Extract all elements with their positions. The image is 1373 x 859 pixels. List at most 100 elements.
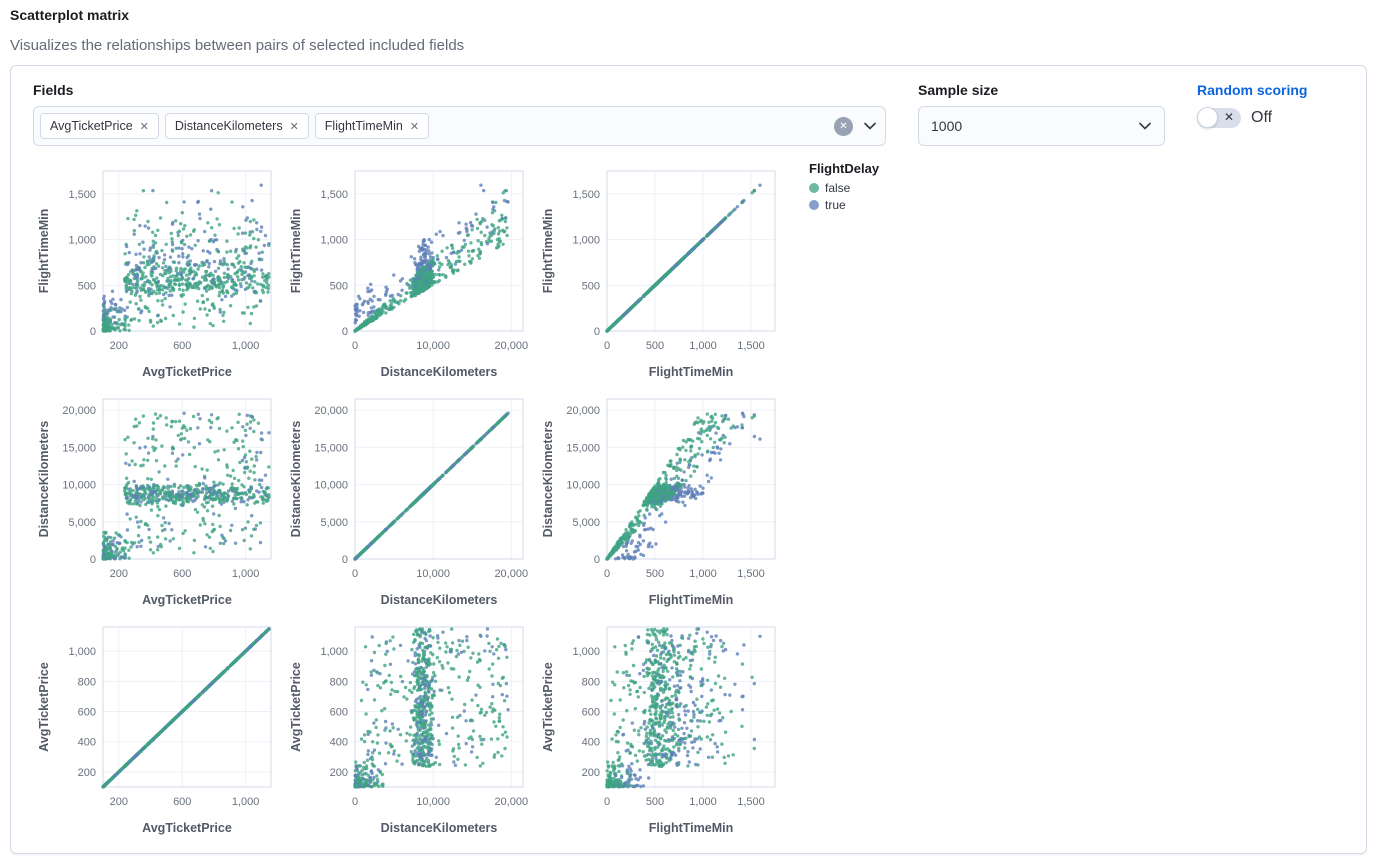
y-tick-label: 800	[330, 676, 348, 688]
toggle-off-icon: ✕	[1223, 110, 1234, 124]
chevron-down-icon[interactable]	[863, 119, 877, 133]
x-axis-title: AvgTicketPrice	[142, 821, 232, 835]
legend-swatch-false	[809, 183, 819, 193]
legend-title: FlightDelay	[809, 161, 880, 176]
x-axis-title: DistanceKilometers	[381, 593, 498, 607]
remove-field-icon[interactable]: ✕	[139, 120, 149, 133]
x-tick-label: 0	[604, 568, 610, 580]
scatter-cell-AvgTicketPrice-vs-FlightTimeMin: 0 500 1,000 1,500 200 400 600 800 1,000 FlightTim…	[541, 626, 776, 835]
scatterplot-matrix-panel: Fields AvgTicketPrice ✕ DistanceKilomete…	[10, 65, 1367, 854]
x-tick-label: 1,000	[689, 340, 717, 352]
y-tick-label: 500	[330, 280, 348, 292]
fields-group: Fields AvgTicketPrice ✕ DistanceKilomete…	[33, 82, 886, 146]
toggle-state-label: Off	[1251, 109, 1273, 126]
legend-swatch-true	[809, 200, 819, 210]
chevron-down-icon	[1139, 122, 1151, 130]
y-axis-title: DistanceKilometers	[289, 421, 303, 538]
clear-fields-button[interactable]: ✕	[834, 116, 853, 136]
y-tick-label: 10,000	[566, 480, 600, 492]
y-tick-label: 500	[582, 280, 600, 292]
x-tick-label: 200	[110, 340, 128, 352]
x-tick-label: 10,000	[416, 568, 450, 580]
y-tick-label: 500	[78, 280, 96, 292]
y-tick-label: 1,500	[320, 189, 348, 201]
x-tick-label: 1,000	[232, 796, 260, 808]
fields-label: Fields	[33, 82, 74, 98]
chart-area: 200 600 1,000 0 500 1,000 1,500 AvgTicketPrice F…	[33, 159, 1344, 840]
x-tick-label: 500	[646, 340, 664, 352]
y-tick-label: 0	[594, 554, 600, 566]
sample-size-group: Sample size 1000	[918, 82, 1165, 146]
controls-row: Fields AvgTicketPrice ✕ DistanceKilomete…	[33, 82, 1344, 146]
x-tick-label: 200	[110, 796, 128, 808]
y-tick-label: 5,000	[68, 517, 96, 529]
x-tick-label: 600	[173, 796, 191, 808]
y-tick-label: 1,500	[68, 189, 96, 201]
y-tick-label: 10,000	[314, 480, 348, 492]
legend-label: true	[825, 198, 846, 212]
y-tick-label: 20,000	[314, 405, 348, 417]
x-tick-label: 0	[604, 340, 610, 352]
x-axis-title: FlightTimeMin	[649, 593, 734, 607]
random-scoring-toggle[interactable]: ✕	[1197, 107, 1241, 128]
x-tick-label: 1,000	[232, 340, 260, 352]
field-pill-label: FlightTimeMin	[324, 119, 403, 133]
scatter-cell-FlightTimeMin-vs-AvgTicketPrice: 200 600 1,000 0 500 1,000 1,500 AvgTicketPrice F…	[37, 170, 272, 379]
x-axis-title: AvgTicketPrice	[142, 365, 232, 379]
y-tick-label: 5,000	[320, 517, 348, 529]
scatter-cell-AvgTicketPrice-vs-AvgTicketPrice: 200 600 1,000 200 400 600 800 1,000 AvgTicketPri…	[37, 626, 272, 835]
page-title: Scatterplot matrix	[10, 7, 130, 23]
remove-field-icon[interactable]: ✕	[409, 120, 420, 133]
fields-combobox[interactable]: AvgTicketPrice ✕ DistanceKilometers ✕ Fl…	[33, 106, 886, 146]
random-scoring-link[interactable]: Random scoring	[1197, 82, 1308, 98]
y-axis-title: FlightTimeMin	[289, 209, 303, 294]
x-tick-label: 1,000	[689, 796, 717, 808]
y-tick-label: 200	[582, 767, 600, 779]
y-tick-label: 0	[594, 326, 600, 338]
y-tick-label: 1,000	[320, 646, 348, 658]
x-tick-label: 10,000	[416, 340, 450, 352]
y-tick-label: 1,000	[572, 646, 600, 658]
y-axis-title: DistanceKilometers	[541, 421, 555, 538]
y-tick-label: 800	[582, 676, 600, 688]
y-axis-title: AvgTicketPrice	[541, 662, 555, 752]
field-pill-label: DistanceKilometers	[174, 119, 283, 133]
x-tick-label: 20,000	[494, 796, 528, 808]
toggle-thumb	[1197, 107, 1218, 128]
field-pill-flighttimemin[interactable]: FlightTimeMin ✕	[314, 113, 430, 139]
x-tick-label: 1,500	[737, 796, 765, 808]
y-tick-label: 1,500	[572, 189, 600, 201]
x-tick-label: 0	[352, 568, 358, 580]
random-scoring-switch-row: ✕ Off	[1197, 107, 1307, 128]
y-tick-label: 200	[78, 767, 96, 779]
combobox-actions: ✕	[834, 116, 877, 136]
legend: FlightDelay false true	[809, 159, 879, 840]
x-tick-label: 200	[110, 568, 128, 580]
y-axis-title: DistanceKilometers	[37, 421, 51, 538]
field-pill-label: AvgTicketPrice	[50, 119, 133, 133]
y-tick-label: 0	[342, 554, 348, 566]
y-axis-title: FlightTimeMin	[37, 209, 51, 294]
x-tick-label: 1,500	[737, 568, 765, 580]
page-subtitle: Visualizes the relationships between pai…	[10, 37, 465, 54]
y-tick-label: 0	[342, 326, 348, 338]
y-tick-label: 0	[90, 554, 96, 566]
scatter-cell-FlightTimeMin-vs-FlightTimeMin: 0 500 1,000 1,500 0 500 1,000 1,500 FlightTimeMi…	[541, 170, 776, 379]
field-pill-avgticketprice[interactable]: AvgTicketPrice ✕	[40, 113, 159, 139]
y-tick-label: 1,000	[68, 235, 96, 247]
legend-item-true: true	[809, 198, 879, 212]
y-axis-title: FlightTimeMin	[541, 209, 555, 294]
legend-item-false: false	[809, 181, 879, 195]
remove-field-icon[interactable]: ✕	[289, 120, 299, 133]
x-tick-label: 1,000	[232, 568, 260, 580]
y-axis-title: AvgTicketPrice	[289, 662, 303, 752]
scatter-cell-DistanceKilometers-vs-AvgTicketPrice: 200 600 1,000 0 5,000 10,000 15,000 20,000 AvgTi…	[37, 398, 272, 607]
y-tick-label: 20,000	[566, 405, 600, 417]
y-tick-label: 15,000	[314, 442, 348, 454]
y-tick-label: 10,000	[62, 480, 96, 492]
y-tick-label: 15,000	[62, 442, 96, 454]
sample-size-label: Sample size	[918, 82, 999, 98]
sample-size-select[interactable]: 1000	[918, 106, 1165, 146]
field-pill-distancekilometers[interactable]: DistanceKilometers ✕	[164, 113, 309, 139]
